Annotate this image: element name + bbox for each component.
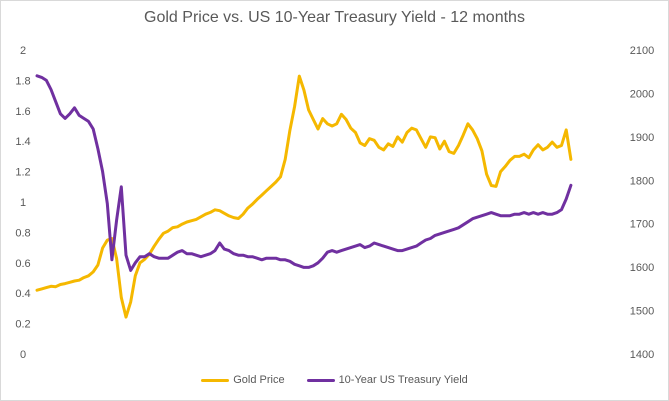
right-axis-tick-label: 1700 (630, 219, 654, 231)
chart-title: Gold Price vs. US 10-Year Treasury Yield… (144, 9, 525, 26)
gold-price-series-line (35, 74, 573, 319)
left-axis-tick-label: 2 (20, 45, 26, 57)
right-axis-tick-label: 1500 (630, 306, 654, 318)
right-axis-tick-label: 1800 (630, 175, 654, 187)
left-axis-tick-label: 0.4 (15, 288, 30, 300)
treasury-yield-series-line (35, 74, 573, 272)
right-axis-tick-label: 2000 (630, 88, 654, 100)
left-axis-tick-label: 0.2 (15, 319, 30, 331)
legend-label-gold: Gold Price (233, 374, 285, 386)
right-axis-tick-label: 1400 (630, 349, 654, 361)
legend-swatch-yield (306, 378, 335, 382)
left-axis-tick-label: 1.2 (15, 167, 30, 179)
legend-item-gold: Gold Price (201, 374, 285, 386)
left-axis-tick-label: 1.8 (15, 75, 30, 87)
legend-label-yield: 10-Year US Treasury Yield (338, 374, 468, 386)
right-axis-tick-label: 1600 (630, 262, 654, 274)
chart-legend: Gold Price 10-Year US Treasury Yield (1, 374, 668, 386)
left-axis-tick-label: 1.4 (15, 136, 30, 148)
left-axis-tick-label: 1 (20, 197, 26, 209)
left-axis-tick-label: 0 (20, 349, 26, 361)
left-axis-tick-label: 0.6 (15, 258, 30, 270)
left-axis-tick-label: 0.8 (15, 227, 30, 239)
legend-item-yield: 10-Year US Treasury Yield (306, 374, 468, 386)
left-axis-tick-label: 1.6 (15, 106, 30, 118)
legend-swatch-gold (201, 378, 230, 382)
right-axis-tick-label: 2100 (630, 45, 654, 57)
right-axis-tick-label: 1900 (630, 132, 654, 144)
